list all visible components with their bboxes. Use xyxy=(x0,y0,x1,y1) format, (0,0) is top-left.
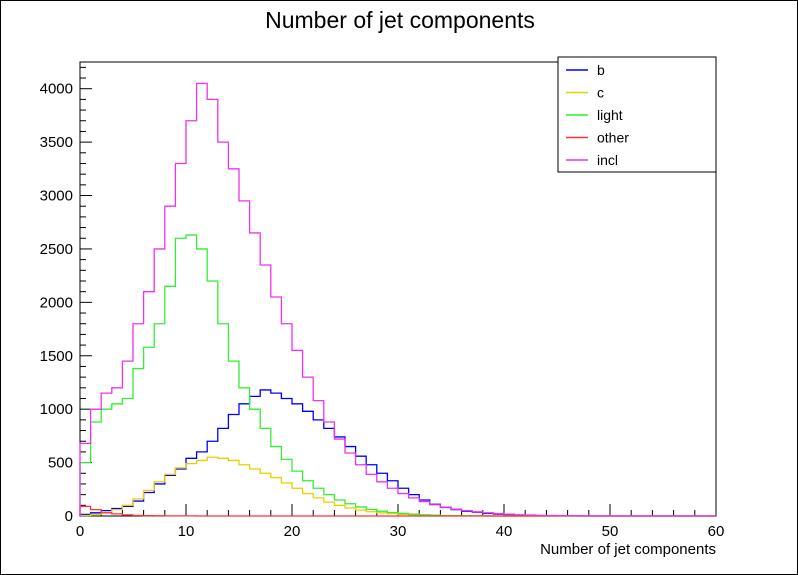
series-incl-line xyxy=(79,82,716,517)
y-tick-label: 2000 xyxy=(40,294,73,311)
y-tick-label: 3000 xyxy=(40,188,73,205)
chart-title: Number of jet components xyxy=(265,7,535,33)
legend-label-other: other xyxy=(597,130,629,146)
y-tick-label: 1000 xyxy=(40,401,73,418)
y-tick-label: 4000 xyxy=(40,81,73,98)
legend-label-light: light xyxy=(597,107,623,123)
x-tick-label: 30 xyxy=(390,523,407,540)
y-tick-label: 0 xyxy=(65,508,73,525)
x-tick-label: 10 xyxy=(178,523,195,540)
legend: bc light other incl xyxy=(557,56,717,173)
y-tick-label: 500 xyxy=(48,455,73,472)
axes: 0 10 20 30 40 50 60 0 500 1000 1500 2000 2500 3000 350… xyxy=(40,66,725,540)
x-tick-label: 50 xyxy=(602,523,619,540)
y-tick-label: 3500 xyxy=(40,134,73,151)
x-tick-label: 60 xyxy=(708,523,725,540)
x-tick-label: 40 xyxy=(496,523,513,540)
legend-label-b: b xyxy=(597,62,605,78)
x-tick-label: 20 xyxy=(284,523,301,540)
x-tick-label: 0 xyxy=(76,523,84,540)
y-tick-label: 1500 xyxy=(40,348,73,365)
legend-label-c: c xyxy=(597,85,604,101)
y-tick-label: 2500 xyxy=(40,241,73,258)
x-axis-label: Number of jet components xyxy=(540,541,716,558)
legend-label-incl: incl xyxy=(597,152,618,168)
series-layer xyxy=(79,82,716,517)
series-b-line xyxy=(79,389,716,517)
